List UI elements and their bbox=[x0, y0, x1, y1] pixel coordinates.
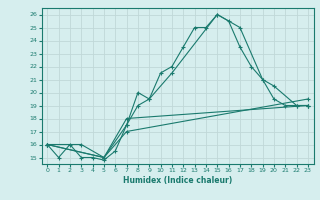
X-axis label: Humidex (Indice chaleur): Humidex (Indice chaleur) bbox=[123, 176, 232, 185]
